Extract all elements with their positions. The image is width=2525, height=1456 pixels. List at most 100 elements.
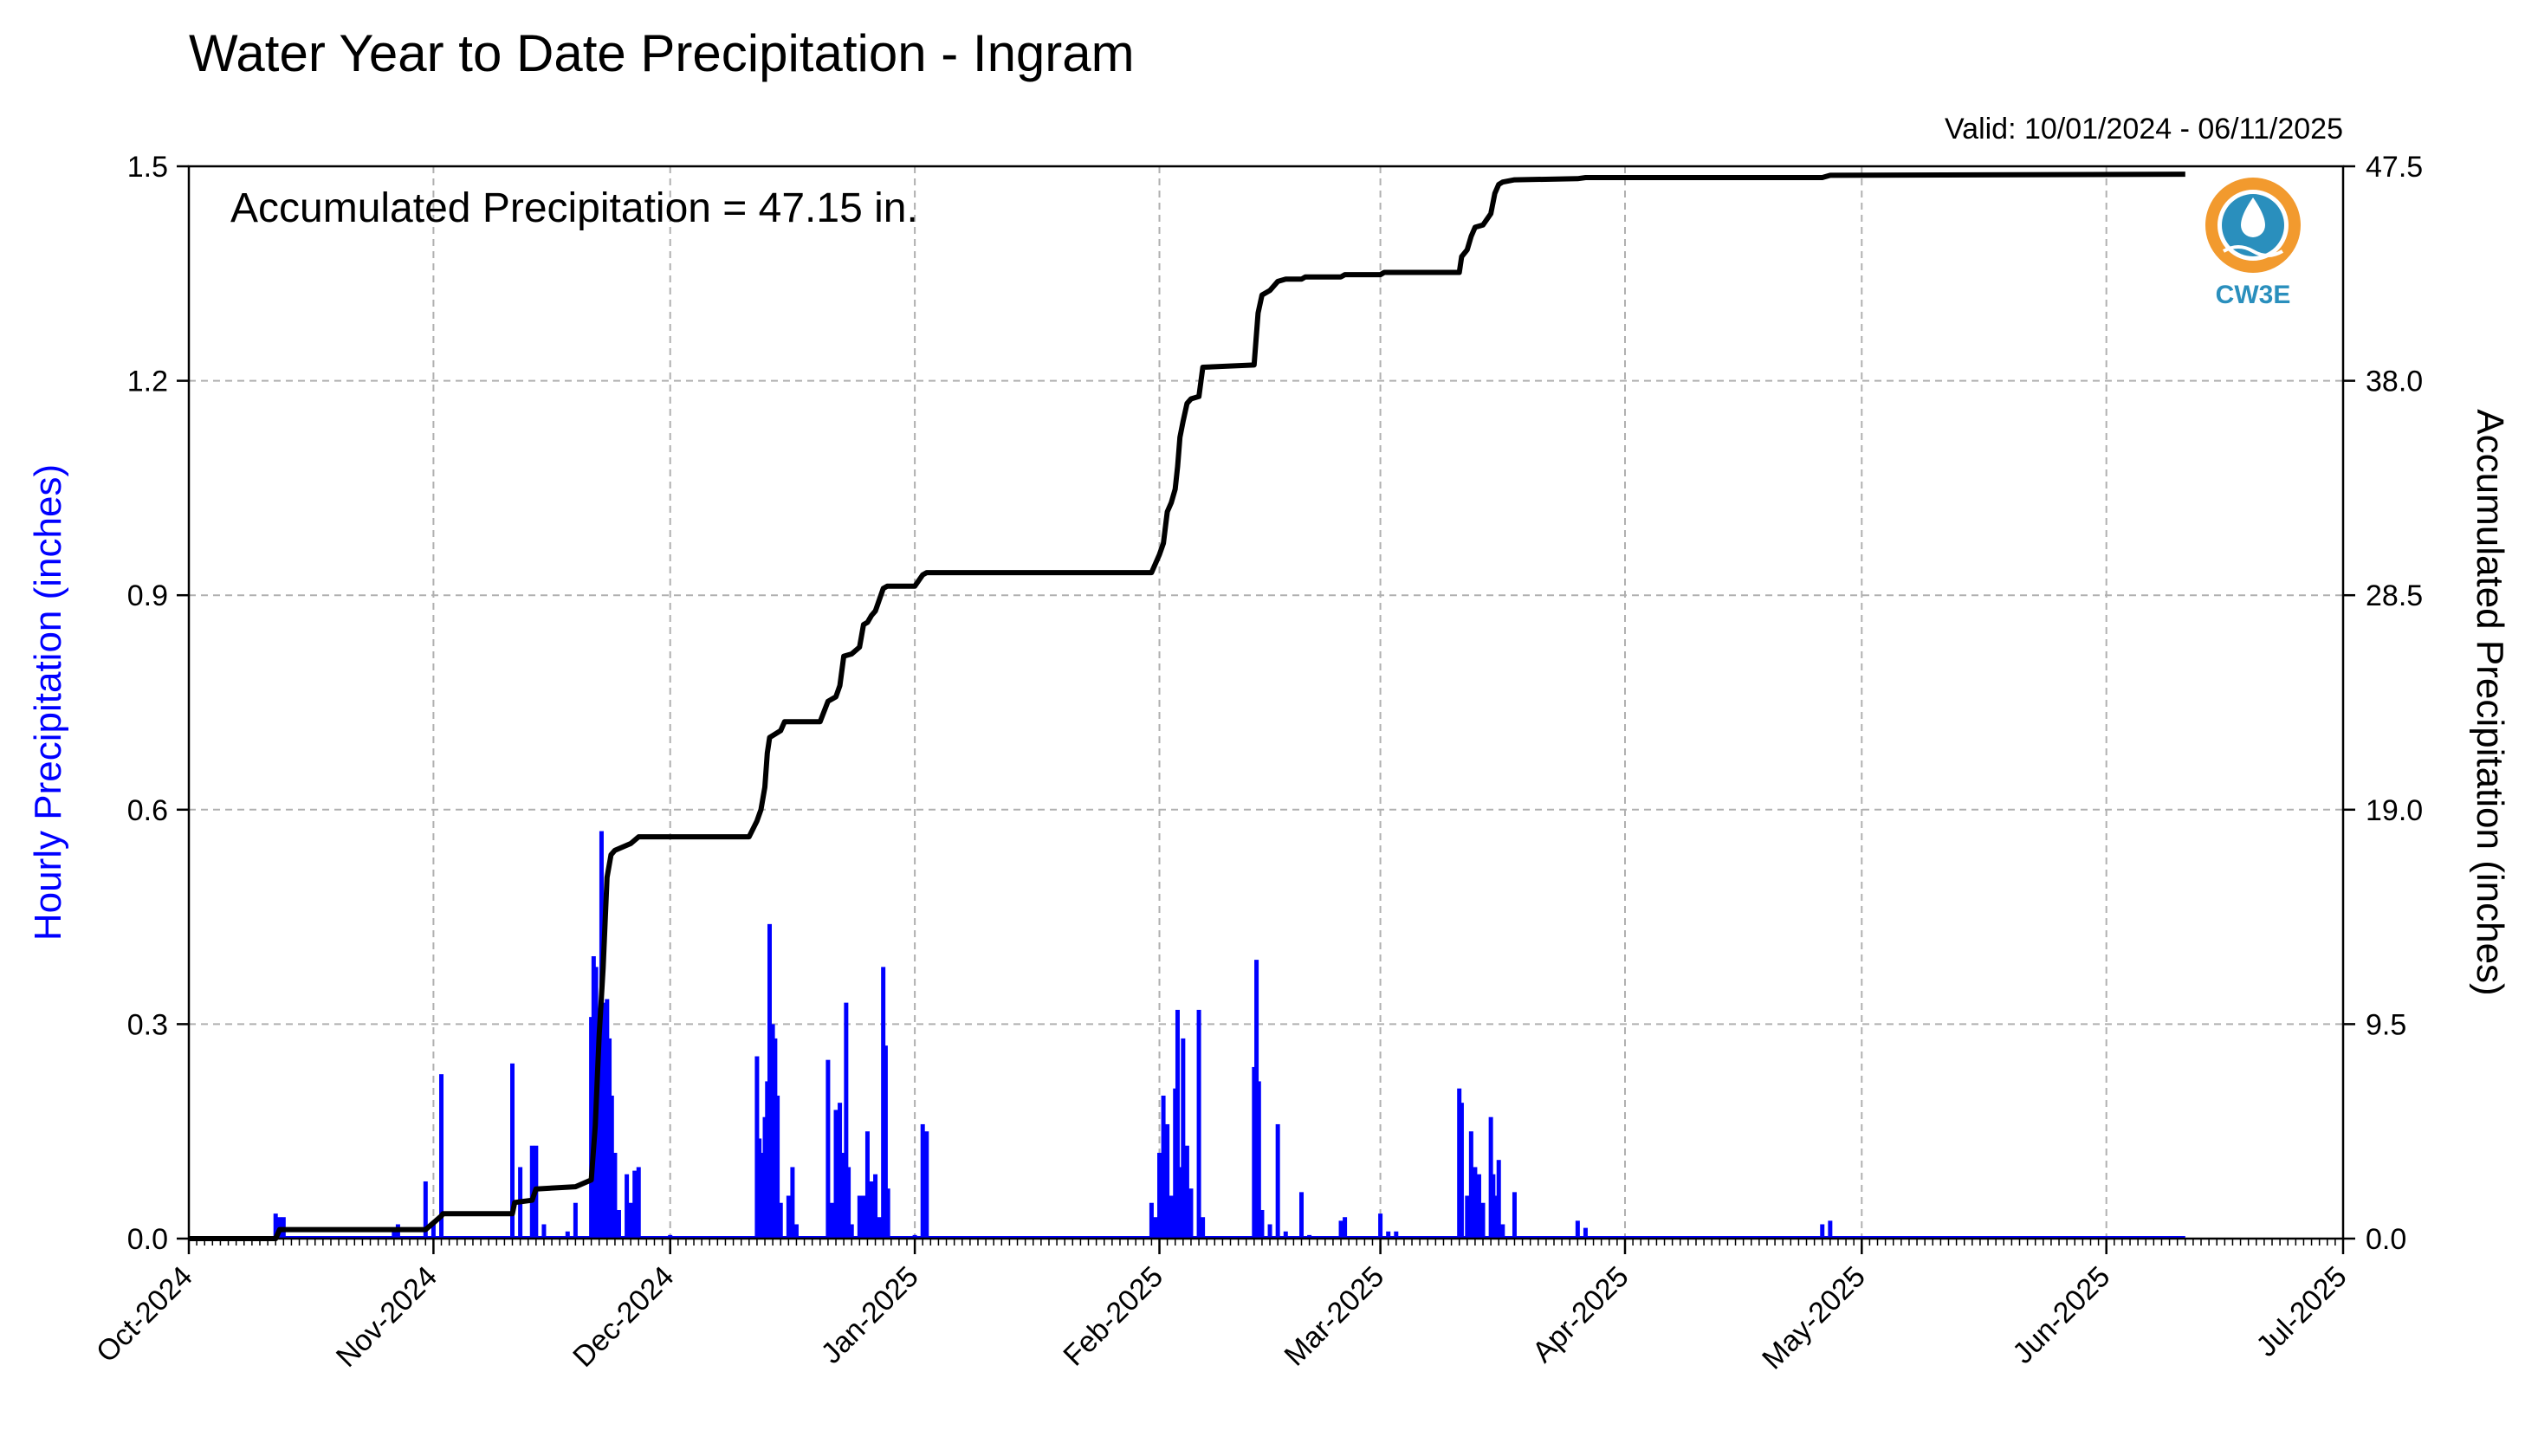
- hourly-bar: [1165, 1123, 1170, 1239]
- hourly-bar: [877, 1217, 882, 1239]
- hourly-bar: [864, 1131, 870, 1239]
- hourly-bar: [510, 1063, 515, 1239]
- hourly-bar: [1256, 1081, 1261, 1239]
- hourly-bar: [1181, 1038, 1186, 1239]
- hourly-bar: [873, 1174, 878, 1239]
- hourly-bar: [616, 1209, 621, 1239]
- hourly-bar: [1252, 1066, 1257, 1239]
- hourly-bar: [628, 1202, 633, 1239]
- hourly-bar: [1173, 1088, 1178, 1239]
- x-tick-label: Apr-2025: [1526, 1260, 1635, 1369]
- hourly-bar: [573, 1202, 578, 1239]
- accumulated-total-annotation: Accumulated Precipitation = 47.15 in.: [230, 185, 918, 231]
- x-tick-label: Jul-2025: [2250, 1260, 2353, 1363]
- x-tick-label: Nov-2024: [330, 1260, 443, 1374]
- x-tick-label: Mar-2025: [1278, 1260, 1390, 1373]
- hourly-bar: [1575, 1220, 1580, 1239]
- cw3e-logo-icon: CW3E: [2205, 178, 2301, 309]
- hourly-bar: [767, 923, 772, 1239]
- x-tick-label: Jan-2025: [815, 1260, 925, 1370]
- hourly-bar: [912, 1234, 917, 1239]
- hourly-bar: [668, 1234, 673, 1239]
- hourly-bar: [786, 1195, 791, 1239]
- hourly-bar: [849, 1224, 854, 1239]
- right-y-tick-label: 38.0: [2366, 366, 2423, 398]
- hourly-bar: [607, 1038, 612, 1239]
- hourly-bar: [1394, 1231, 1399, 1239]
- hourly-bar: [765, 1081, 770, 1239]
- hourly-bar: [591, 955, 596, 1239]
- hourly-bar: [1493, 1195, 1499, 1239]
- hourly-bar: [1275, 1123, 1280, 1239]
- grid-lines: [189, 166, 2343, 1239]
- hourly-bar: [793, 1224, 799, 1239]
- hourly-bar: [1378, 1213, 1383, 1239]
- hourly-bar: [1512, 1192, 1517, 1239]
- hourly-bar: [439, 1074, 444, 1239]
- hourly-bar: [1820, 1224, 1825, 1239]
- chart-title: Water Year to Date Precipitation - Ingra…: [189, 24, 1135, 82]
- hourly-bar: [869, 1181, 874, 1239]
- hourly-bar: [1500, 1224, 1505, 1239]
- hourly-bar: [833, 1110, 838, 1239]
- hourly-bar: [1491, 1174, 1496, 1239]
- hourly-bar: [1267, 1224, 1272, 1239]
- right-axis-label: Accumulated Precipitation (inches): [2469, 409, 2511, 995]
- hourly-bar: [1196, 1009, 1201, 1239]
- right-y-tick-label: 9.5: [2366, 1008, 2406, 1041]
- hourly-bar: [1307, 1234, 1312, 1239]
- hourly-bar: [775, 1095, 780, 1239]
- hourly-bar: [1386, 1231, 1391, 1239]
- hourly-bar: [861, 1195, 866, 1239]
- hourly-bar: [1476, 1174, 1481, 1239]
- hourly-bar: [605, 999, 610, 1239]
- hourly-bar: [857, 1195, 862, 1239]
- left-y-tick-label: 0.0: [127, 1223, 168, 1256]
- left-axis-label: Hourly Precipitation (inches): [27, 464, 69, 941]
- left-y-tick-label: 1.2: [127, 366, 168, 398]
- hourly-bar: [273, 1213, 278, 1239]
- hourly-bar: [609, 1095, 614, 1239]
- hourly-bar: [778, 1202, 783, 1239]
- hourly-bar: [1488, 1116, 1493, 1239]
- hourly-bar: [1175, 1009, 1180, 1239]
- hourly-bar: [1465, 1195, 1470, 1239]
- hourly-bar: [844, 1002, 849, 1239]
- plot-frame: [187, 165, 2345, 1240]
- hourly-bar: [1188, 1188, 1194, 1239]
- hourly-bar: [883, 1045, 888, 1239]
- x-tick-label: Oct-2024: [90, 1260, 199, 1369]
- hourly-bar: [790, 1167, 795, 1239]
- left-y-tick-label: 0.9: [127, 579, 168, 612]
- hourly-precip-bars: [189, 831, 2185, 1239]
- hourly-bar: [1149, 1202, 1154, 1239]
- hourly-bar: [773, 1038, 778, 1239]
- hourly-bar: [920, 1123, 925, 1239]
- hourly-bar: [597, 1059, 602, 1239]
- hourly-bar: [1457, 1088, 1462, 1239]
- hourly-bar: [632, 1170, 638, 1239]
- hourly-bar: [1161, 1095, 1166, 1239]
- hourly-bar: [423, 1181, 428, 1239]
- hourly-bar: [431, 1224, 436, 1239]
- hourly-bar: [1184, 1145, 1189, 1239]
- hourly-bar: [881, 967, 886, 1239]
- x-tick-label: Dec-2024: [567, 1260, 680, 1374]
- hourly-bar: [392, 1227, 397, 1239]
- hourly-bar: [754, 1056, 760, 1239]
- hourly-bar: [636, 1167, 641, 1239]
- hourly-bar: [846, 1167, 851, 1239]
- hourly-bar: [1157, 1152, 1162, 1239]
- hourly-bar: [1468, 1131, 1473, 1239]
- hourly-bar: [541, 1224, 547, 1239]
- right-y-tick-label: 19.0: [2366, 794, 2423, 827]
- hourly-bar: [589, 1017, 594, 1239]
- left-y-tick-label: 0.3: [127, 1008, 168, 1041]
- hourly-bar: [1254, 960, 1259, 1239]
- hourly-bar: [838, 1103, 843, 1239]
- hourly-bar: [1169, 1195, 1174, 1239]
- hourly-bar: [924, 1131, 929, 1239]
- hourly-bar: [841, 1152, 846, 1239]
- hourly-bar: [1177, 1167, 1182, 1239]
- x-tick-label: May-2025: [1756, 1260, 1872, 1376]
